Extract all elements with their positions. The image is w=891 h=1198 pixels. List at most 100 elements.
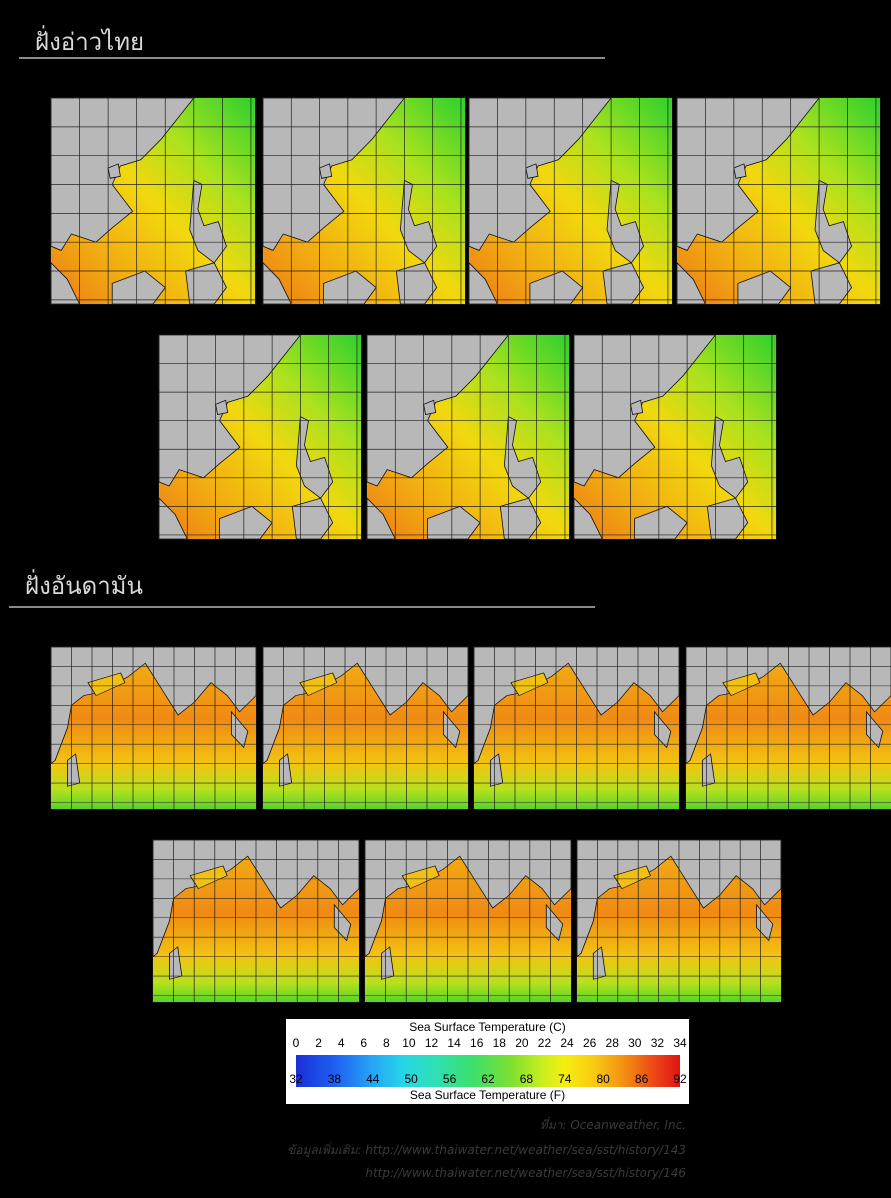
map-grid-lines (365, 840, 571, 1002)
landmass-asia-africa (365, 840, 571, 958)
legend-fahrenheit-tick-50: 50 (404, 1072, 418, 1086)
map-image (263, 98, 465, 304)
sst-map-andaman-7 (576, 839, 782, 1003)
sea-arabian-gulf (401, 865, 440, 890)
landmass-borneo (111, 270, 166, 304)
sea-arabian-gulf (613, 865, 651, 890)
section-divider-andaman (9, 606, 595, 608)
map-image (153, 840, 359, 1002)
landmass-mainland (469, 98, 612, 251)
legend-celsius-tick-28: 28 (605, 1036, 619, 1050)
landmass-sumatra (263, 262, 292, 304)
legend-fahrenheit-tick-92: 92 (673, 1072, 687, 1086)
landmass-asia-africa (577, 840, 781, 958)
sst-map-gulf-2 (262, 97, 466, 305)
landmass-sumatra (677, 262, 706, 304)
legend-celsius-tick-24: 24 (560, 1036, 574, 1050)
legend-celsius-tick-8: 8 (383, 1036, 390, 1050)
sea-arabian-gulf (299, 672, 338, 697)
legend-celsius-tick-0: 0 (292, 1036, 300, 1050)
landmass-hainan (319, 163, 333, 179)
map-grid-lines (469, 98, 672, 304)
landmass-hainan (525, 163, 539, 179)
landmass-mainland (574, 335, 716, 487)
sst-map-gulf-5 (158, 334, 362, 540)
legend-fahrenheit-tick-62: 62 (481, 1072, 495, 1086)
landmass-islands (706, 497, 749, 539)
landmass-borneo (737, 270, 792, 304)
sst-map-gulf-1 (50, 97, 256, 305)
map-grid-lines (159, 335, 361, 539)
sea-arabian-gulf (87, 672, 126, 697)
landmass-sumatra (574, 497, 603, 539)
map-image (469, 98, 672, 304)
landmass-borneo (427, 505, 481, 539)
landmass-islands (395, 262, 438, 304)
legend-celsius-tick-2: 2 (315, 1036, 322, 1050)
map-grid-lines (153, 840, 359, 1002)
legend-celsius-tick-20: 20 (515, 1036, 529, 1050)
legend-fahrenheit-tick-74: 74 (558, 1072, 572, 1086)
legend-celsius-tick-22: 22 (537, 1036, 552, 1050)
sst-map-andaman-4 (685, 646, 891, 810)
section-title-andaman: ฝั่งอันดามัน (25, 572, 143, 600)
sst-map-gulf-7 (573, 334, 777, 540)
section-title-gulf: ฝั่งอ่าวไทย (35, 28, 145, 56)
landmass-islands (499, 497, 542, 539)
sst-map-gulf-3 (468, 97, 673, 305)
legend-celsius-tick-16: 16 (470, 1036, 484, 1050)
landmass-hainan (423, 399, 437, 416)
landmass-borneo (219, 505, 273, 539)
landmass-borneo (323, 270, 377, 304)
legend-celsius-tick-26: 26 (582, 1036, 597, 1050)
legend-celsius-tick-18: 18 (492, 1036, 506, 1050)
map-grid-lines (677, 98, 880, 304)
landmass-mainland (367, 335, 509, 487)
credit-more-info: ข้อมูลเพิ่มเติม: http://www.thaiwater.ne… (287, 1141, 686, 1160)
legend-celsius-tick-32: 32 (650, 1036, 665, 1050)
sea-arabian-gulf (722, 672, 761, 697)
legend-celsius-tick-6: 6 (360, 1036, 368, 1050)
landmass-asia-africa (474, 647, 679, 765)
legend-celsius-ticks: 0 2 4 6 8 10 12 14 16 18 20 22 24 26 28 30 32 34 (292, 1036, 687, 1050)
legend-color-bar (296, 1055, 680, 1087)
map-grid-lines (686, 647, 891, 809)
credit-url-146[interactable]: http://www.thaiwater.net/weather/sea/sst… (365, 1166, 686, 1180)
sst-map-gulf-4 (676, 97, 881, 305)
legend-fahrenheit-tick-86: 86 (634, 1072, 649, 1086)
legend-fahrenheit-tick-32: 32 (289, 1072, 303, 1086)
legend-fahrenheit-tick-44: 44 (366, 1072, 380, 1086)
map-image (474, 647, 679, 809)
legend-fahrenheit-tick-68: 68 (519, 1072, 534, 1086)
credit-more-label: ข้อมูลเพิ่มเติม: (287, 1143, 362, 1157)
map-grid-lines (574, 335, 776, 539)
landmass-islands (810, 262, 853, 304)
legend-celsius-tick-14: 14 (447, 1036, 461, 1050)
legend-fahrenheit-ticks: 32 38 44 50 56 62 68 74 80 86 92 (289, 1072, 686, 1086)
sea-arabian-gulf (510, 672, 549, 697)
temperature-legend: Sea Surface Temperature (C) 0 2 4 6 8 10 12 14 1… (286, 1019, 689, 1104)
credit-url-143[interactable]: http://www.thaiwater.net/weather/sea/sst… (365, 1143, 686, 1157)
sst-map-gulf-6 (366, 334, 570, 540)
credit-url-146-line: http://www.thaiwater.net/weather/sea/sst… (365, 1166, 686, 1180)
landmass-borneo (529, 270, 584, 304)
map-grid-lines (51, 647, 256, 809)
landmass-asia-africa (153, 840, 359, 958)
landmass-islands (602, 262, 645, 304)
sst-map-andaman-2 (262, 646, 469, 810)
map-image (577, 840, 781, 1002)
map-grid-lines (51, 98, 255, 304)
map-grid-lines (263, 647, 468, 809)
sst-map-andaman-6 (364, 839, 572, 1003)
legend-celsius-tick-10: 10 (402, 1036, 416, 1050)
landmass-sumatra (469, 262, 498, 304)
map-image (574, 335, 776, 539)
legend-celsius-tick-30: 30 (628, 1036, 642, 1050)
landmass-islands (291, 497, 334, 539)
map-grid-lines (474, 647, 679, 809)
landmass-asia-africa (51, 647, 256, 765)
landmass-sumatra (367, 497, 396, 539)
landmass-asia-africa (686, 647, 891, 765)
legend-celsius-tick-4: 4 (337, 1036, 345, 1050)
landmass-mainland (263, 98, 405, 251)
